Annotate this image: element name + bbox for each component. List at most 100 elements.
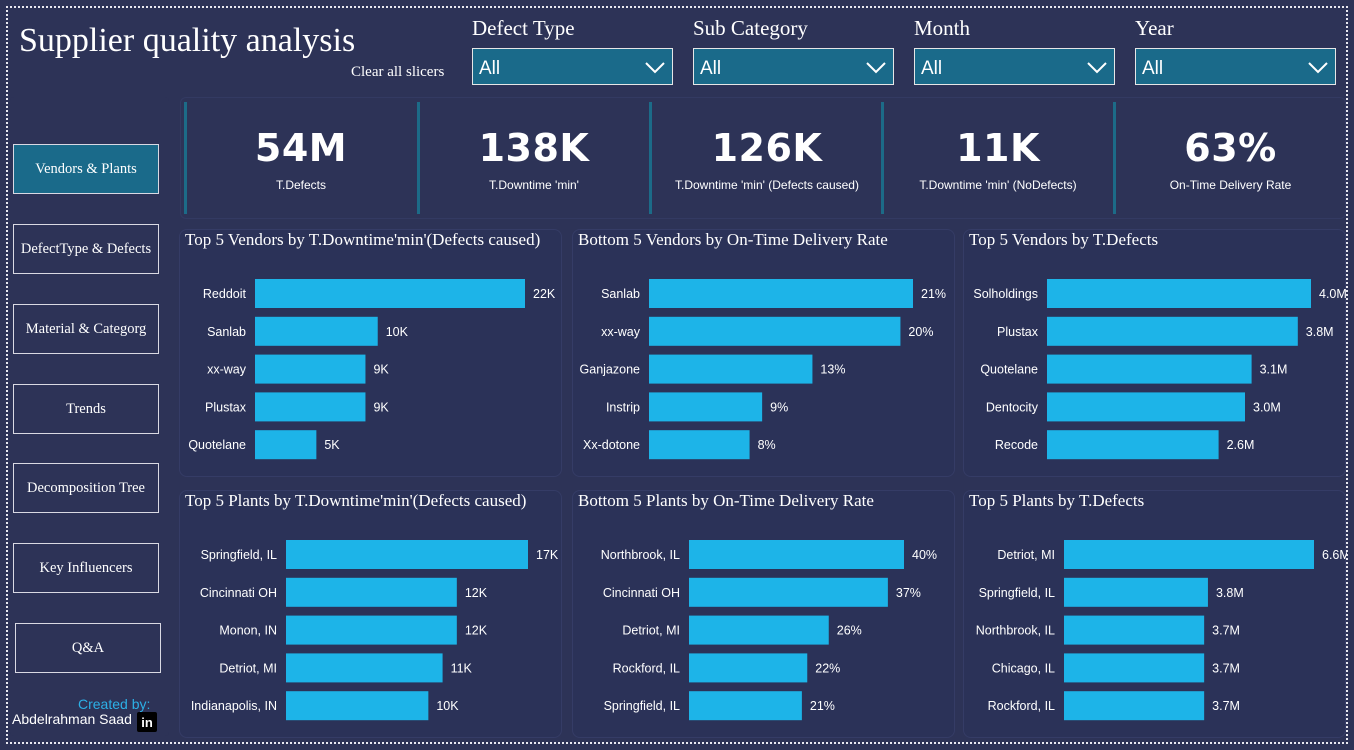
category-label: Dentocity [986,400,1039,414]
kpi-label: T.Downtime 'min' (Defects caused) [675,178,859,192]
bar[interactable] [1047,316,1298,346]
data-label: 3.8M [1216,586,1244,600]
page-title: Supplier quality analysis [19,22,356,59]
bar[interactable] [649,392,763,422]
kpi-value: 126K [711,126,823,170]
bar[interactable] [255,430,317,460]
data-label: 10K [386,325,409,339]
chart-title: Bottom 5 Plants by On-Time Delivery Rate [578,491,874,510]
kpi-card: 63% On-Time Delivery Rate [1116,98,1345,220]
bar[interactable] [255,279,525,308]
kpi-panel: 54M T.Defects 138K T.Downtime 'min' 126K… [180,97,1346,219]
bar[interactable] [1064,615,1205,645]
data-label: 22% [815,661,840,675]
bar[interactable] [1047,354,1252,384]
bar[interactable] [689,653,808,683]
slicer-value: All [1142,57,1164,79]
chevron-down-icon [866,61,886,73]
category-label: Instrip [606,400,640,414]
slicer-value: All [921,57,943,79]
chart-title: Top 5 Vendors by T.Downtime'min'(Defects… [185,230,541,249]
clear-slicers-button[interactable]: Clear all slicers [351,64,445,80]
nav-trends[interactable]: Trends [13,384,159,434]
chart-title: Top 5 Vendors by T.Defects [969,230,1159,249]
category-label: Rockford, IL [613,661,680,675]
bar[interactable] [1047,392,1245,422]
chart-title: Bottom 5 Vendors by On-Time Delivery Rat… [578,230,888,249]
kpi-value: 63% [1184,126,1277,170]
bar-chart-svg: Detriot, MI 6.6M Springfield, IL 3.8M Northb… [976,540,1347,721]
data-label: 37% [896,586,921,600]
nav-defecttype-defects[interactable]: DefectType & Defects [13,224,159,274]
chevron-down-icon [1308,61,1328,73]
bar[interactable] [649,316,901,346]
bar[interactable] [689,615,829,645]
kpi-separator [417,102,420,214]
nav-key-influencers[interactable]: Key Influencers [13,543,159,593]
slicer-dropdown[interactable]: All [914,48,1115,85]
bar[interactable] [1047,279,1311,308]
kpi-label: T.Downtime 'min' (NoDefects) [919,178,1077,192]
kpi-label: T.Defects [275,178,326,192]
report-frame [6,6,1348,744]
data-label: 40% [912,548,937,562]
slicer-value: All [479,57,501,79]
bar[interactable] [1064,540,1314,569]
linkedin-icon[interactable]: in [137,712,157,732]
bar[interactable] [1047,430,1219,460]
category-label: Reddoit [203,287,247,301]
bar[interactable] [1064,577,1208,607]
data-label: 3.7M [1212,624,1240,638]
slicer-label: Sub Category [693,16,808,40]
bar[interactable] [286,540,528,569]
slicer-dropdown[interactable]: All [693,48,894,85]
nav-material-category[interactable]: Material & Categorg [13,304,159,354]
nav-qa[interactable]: Q&A [15,623,161,673]
slicer-month: Month All [914,16,1115,85]
data-label: 13% [820,363,845,377]
bar[interactable] [1064,691,1205,721]
category-label: Rockford, IL [988,699,1055,713]
category-label: Quotelane [188,438,246,452]
category-label: Springfield, IL [201,548,277,562]
data-label: 22K [533,287,556,301]
bar[interactable] [649,430,750,460]
chart-title: Top 5 Plants by T.Downtime'min'(Defects … [185,491,527,510]
bar[interactable] [255,316,378,346]
slicer-dropdown[interactable]: All [472,48,673,85]
bar[interactable] [255,392,366,422]
category-label: Detriot, MI [622,624,680,638]
category-label: Xx-dotone [583,438,640,452]
slicer-defect-type: Defect Type All [472,16,673,85]
nav-vendors-plants[interactable]: Vendors & Plants [13,144,159,194]
category-label: Chicago, IL [992,661,1055,675]
bar-chart-svg: Reddoit 22K Sanlab 10K xx-way 9K Plustax 9K Quot… [188,279,556,460]
data-label: 21% [921,287,946,301]
bar[interactable] [286,577,457,607]
slicer-dropdown[interactable]: All [1135,48,1336,85]
bar[interactable] [255,354,366,384]
category-label: Springfield, IL [979,586,1055,600]
bar[interactable] [286,653,443,683]
nav-panel [10,97,169,736]
bar[interactable] [286,615,457,645]
category-label: Detriot, MI [219,661,277,675]
kpi-value: 138K [478,126,590,170]
bar[interactable] [286,691,429,721]
kpi-separator [1113,102,1116,214]
chart-card-vendors-downtime: Top 5 Vendors by T.Downtime'min'(Defects… [179,229,562,477]
bar[interactable] [649,354,813,384]
slicer-sub-category: Sub Category All [693,16,894,85]
nav-decomposition-tree[interactable]: Decomposition Tree [13,463,159,513]
bar[interactable] [1064,653,1205,683]
bar-chart-svg: Northbrook, IL 40% Cincinnati OH 37% Detriot… [601,540,937,721]
data-label: 12K [465,624,488,638]
data-label: 9% [770,400,788,414]
bar[interactable] [689,577,888,607]
category-label: Ganjazone [580,363,641,377]
slicer-label: Year [1135,16,1174,40]
bar[interactable] [689,691,802,721]
bar[interactable] [649,279,913,308]
bar[interactable] [689,540,904,569]
data-label: 10K [436,699,459,713]
